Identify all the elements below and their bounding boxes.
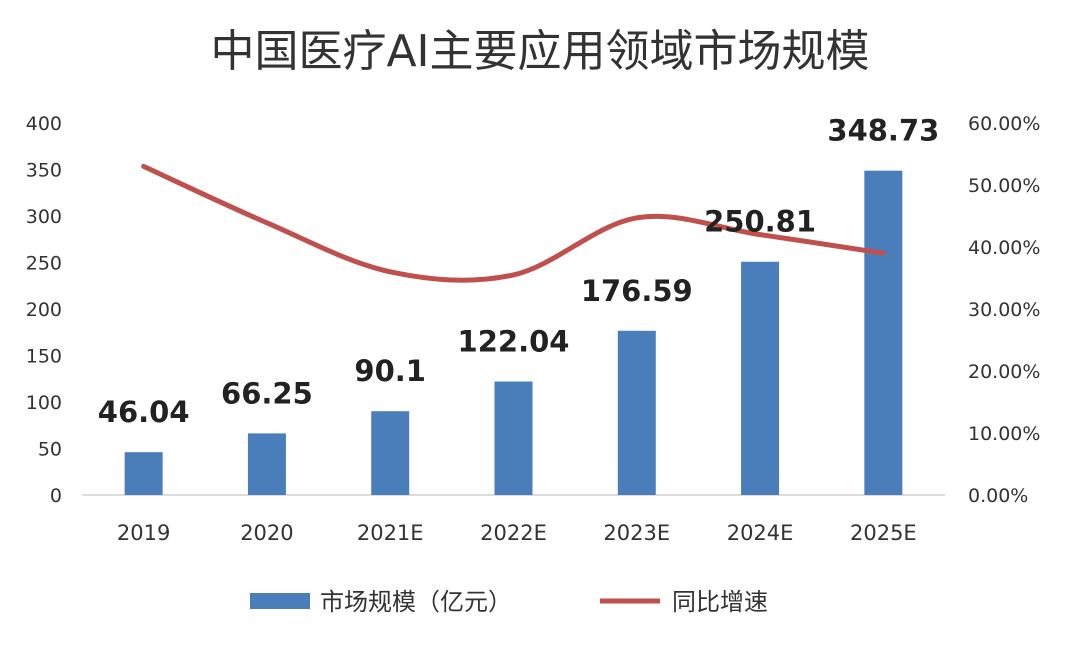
bar-data-label: 66.25 <box>221 376 313 410</box>
legend: 市场规模（亿元） 同比增速 <box>250 588 768 616</box>
bar <box>864 170 903 496</box>
chart-title: 中国医疗AI主要应用领域市场规模 <box>210 26 869 77</box>
right-tick-label: 30.00% <box>968 299 1040 321</box>
right-tick-label: 10.00% <box>968 423 1040 445</box>
right-tick-label: 20.00% <box>968 361 1040 383</box>
bar <box>124 452 163 495</box>
x-tick-label: 2024E <box>727 521 794 545</box>
legend-label-bar: 市场规模（亿元） <box>320 588 512 616</box>
left-axis: 0 50 100 150 200 250 300 350 400 <box>26 113 62 507</box>
right-tick-label: 50.00% <box>968 175 1040 197</box>
x-axis: 2019 2020 2021E 2022E 2023E 2024E 2025E <box>117 521 917 545</box>
x-tick-label: 2021E <box>357 521 424 545</box>
bar-data-label: 46.04 <box>98 395 190 429</box>
right-axis: 0.00% 10.00% 20.00% 30.00% 40.00% 50.00% 60.00… <box>968 113 1040 507</box>
x-tick-label: 2022E <box>480 521 547 545</box>
left-tick-label: 350 <box>26 160 62 182</box>
bar-data-label: 176.59 <box>581 274 693 308</box>
x-tick-label: 2019 <box>117 521 170 545</box>
data-labels: 46.04 66.25 90.1 122.04 176.59 250.81 348.73 <box>98 114 940 430</box>
bar <box>741 261 780 495</box>
bar-series <box>124 170 903 496</box>
right-tick-label: 0.00% <box>968 485 1028 507</box>
bar-data-label: 250.81 <box>704 205 816 239</box>
left-tick-label: 0 <box>50 485 62 507</box>
left-tick-label: 300 <box>26 206 62 228</box>
left-tick-label: 150 <box>26 346 62 368</box>
right-tick-label: 60.00% <box>968 113 1040 135</box>
bar-data-label: 348.73 <box>827 114 939 148</box>
x-tick-label: 2025E <box>850 521 917 545</box>
left-tick-label: 250 <box>26 253 62 275</box>
bar <box>247 433 286 495</box>
legend-label-line: 同比增速 <box>672 588 768 616</box>
bar-data-label: 122.04 <box>458 325 570 359</box>
bar <box>617 330 656 495</box>
left-tick-label: 50 <box>38 439 62 461</box>
bar-data-label: 90.1 <box>354 354 426 388</box>
x-tick-label: 2020 <box>240 521 293 545</box>
bar <box>494 381 533 495</box>
growth-line <box>141 163 886 283</box>
right-tick-label: 40.00% <box>968 237 1040 259</box>
left-tick-label: 400 <box>26 113 62 135</box>
legend-swatch-bar <box>250 593 310 609</box>
left-tick-label: 200 <box>26 299 62 321</box>
left-tick-label: 100 <box>26 392 62 414</box>
x-tick-label: 2023E <box>603 521 670 545</box>
bar <box>371 411 410 495</box>
